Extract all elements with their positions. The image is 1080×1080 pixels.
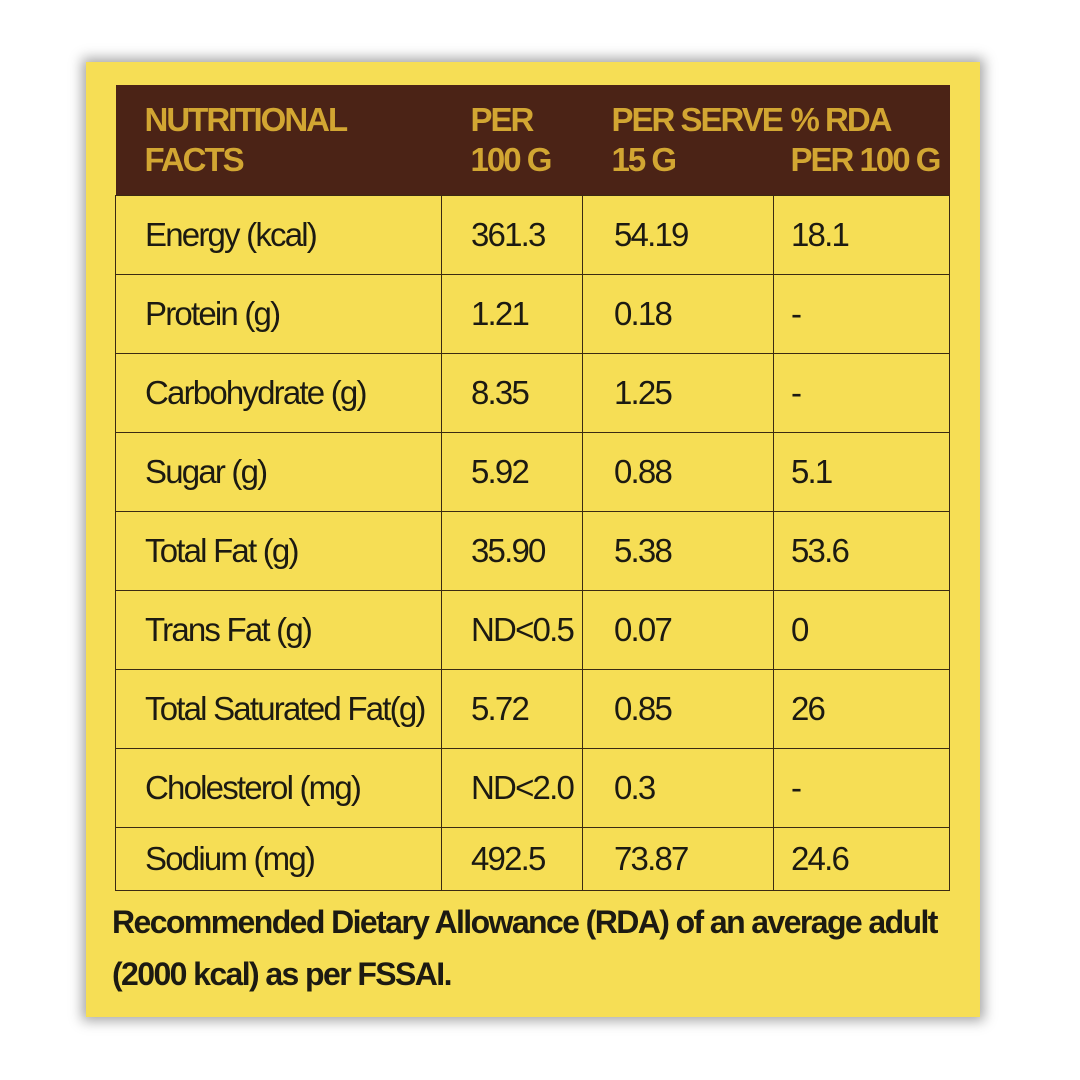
value-per-serve: 0.3 <box>582 747 774 828</box>
nutrition-facts-card: NUTRITIONAL FACTS PER 100 G PER SERVE 15… <box>86 62 980 1017</box>
rda-footnote: Recommended Dietary Allowance (RDA) of a… <box>112 896 972 1000</box>
value-per-100g: ND<0.5 <box>441 589 583 670</box>
table-row: Trans Fat (g) ND<0.5 0.07 0 <box>115 589 950 670</box>
header-rda: % RDA PER 100 G <box>790 100 942 178</box>
value-rda: - <box>773 352 950 433</box>
header-per-serve: PER SERVE 15 G <box>611 100 784 178</box>
value-rda: 5.1 <box>773 431 950 512</box>
value-per-serve: 0.07 <box>582 589 774 670</box>
footnote-line-2: (2000 kcal) as per FSSAI. <box>112 956 452 992</box>
table-body: Energy (kcal) 361.3 54.19 18.1 Protein (… <box>115 194 950 891</box>
value-per-serve: 54.19 <box>582 194 774 275</box>
value-per-serve: 0.18 <box>582 273 774 354</box>
table-header: NUTRITIONAL FACTS PER 100 G PER SERVE 15… <box>115 85 950 195</box>
value-rda: 26 <box>773 668 950 749</box>
value-rda: 24.6 <box>773 826 950 891</box>
value-rda: - <box>773 273 950 354</box>
table-row: Protein (g) 1.21 0.18 - <box>115 273 950 354</box>
table-row: Sugar (g) 5.92 0.88 5.1 <box>115 431 950 512</box>
table-row: Total Fat (g) 35.90 5.38 53.6 <box>115 510 950 591</box>
value-per-100g: 5.72 <box>441 668 583 749</box>
value-per-100g: 8.35 <box>441 352 583 433</box>
table-row: Total Saturated Fat(g) 5.72 0.85 26 <box>115 668 950 749</box>
nutrient-name: Cholesterol (mg) <box>115 747 442 828</box>
value-per-100g: 492.5 <box>441 826 583 891</box>
value-rda: 0 <box>773 589 950 670</box>
nutrient-name: Trans Fat (g) <box>115 589 442 670</box>
value-per-serve: 1.25 <box>582 352 774 433</box>
value-per-100g: 361.3 <box>441 194 583 275</box>
value-per-serve: 0.88 <box>582 431 774 512</box>
value-rda: - <box>773 747 950 828</box>
value-per-100g: 35.90 <box>441 510 583 591</box>
value-per-100g: 5.92 <box>441 431 583 512</box>
table-row: Carbohydrate (g) 8.35 1.25 - <box>115 352 950 433</box>
header-row: NUTRITIONAL FACTS PER 100 G PER SERVE 15… <box>115 85 950 195</box>
value-per-serve: 0.85 <box>582 668 774 749</box>
table-row: Cholesterol (mg) ND<2.0 0.3 - <box>115 747 950 828</box>
value-per-serve: 73.87 <box>582 826 774 891</box>
nutrient-name: Sodium (mg) <box>115 826 442 891</box>
nutrient-name: Total Saturated Fat(g) <box>115 668 442 749</box>
value-per-100g: 1.21 <box>441 273 583 354</box>
value-rda: 18.1 <box>773 194 950 275</box>
header-nutritional-facts: NUTRITIONAL FACTS <box>144 100 349 178</box>
value-rda: 53.6 <box>773 510 950 591</box>
nutrient-name: Carbohydrate (g) <box>115 352 442 433</box>
nutrient-name: Energy (kcal) <box>115 194 442 275</box>
nutrient-name: Protein (g) <box>115 273 442 354</box>
header-per-100g: PER 100 G <box>470 100 553 178</box>
footnote-line-1: Recommended Dietary Allowance (RDA) of a… <box>112 904 938 940</box>
nutrient-name: Total Fat (g) <box>115 510 442 591</box>
value-per-serve: 5.38 <box>582 510 774 591</box>
table-row: Energy (kcal) 361.3 54.19 18.1 <box>115 194 950 275</box>
nutrition-facts-table: NUTRITIONAL FACTS PER 100 G PER SERVE 15… <box>115 85 950 891</box>
table-row: Sodium (mg) 492.5 73.87 24.6 <box>115 826 950 891</box>
nutrient-name: Sugar (g) <box>115 431 442 512</box>
value-per-100g: ND<2.0 <box>441 747 583 828</box>
